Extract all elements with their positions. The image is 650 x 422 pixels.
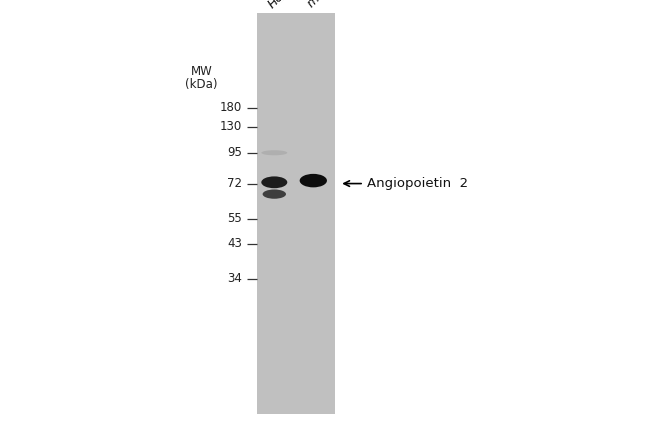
Text: MW: MW [190,65,213,78]
Ellipse shape [300,174,327,187]
Text: 72: 72 [227,177,242,190]
Text: 180: 180 [220,101,242,114]
Text: HepG2 conditioned
medium: HepG2 conditioned medium [294,0,398,11]
Text: HepG2: HepG2 [265,0,304,11]
Ellipse shape [261,150,287,155]
Text: 130: 130 [220,120,242,133]
Text: Angiopoietin  2: Angiopoietin 2 [367,177,469,190]
Text: (kDa): (kDa) [185,78,218,91]
Text: 43: 43 [227,238,242,250]
Text: 55: 55 [227,212,242,225]
Ellipse shape [263,189,286,199]
Ellipse shape [261,176,287,188]
Text: 34: 34 [227,272,242,285]
Text: 95: 95 [227,146,242,159]
Bar [257,13,335,414]
